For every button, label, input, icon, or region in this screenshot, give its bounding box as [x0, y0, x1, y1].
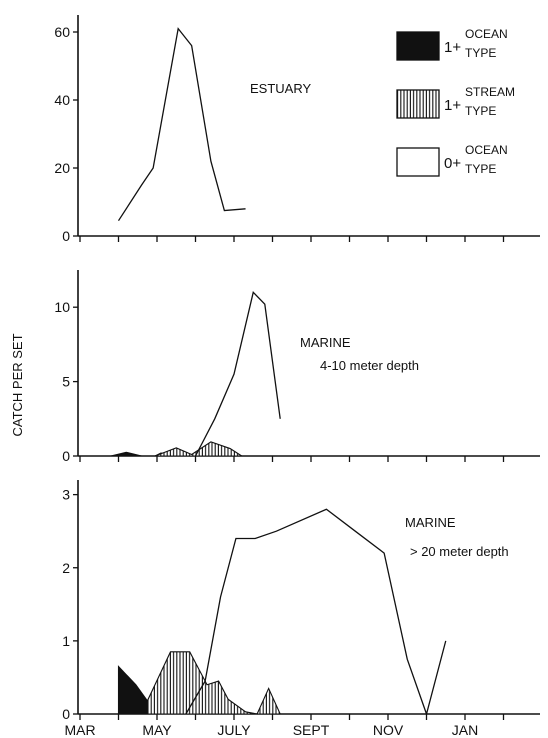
panel-annotation: 4-10 meter depth: [320, 358, 419, 373]
x-tick-label: MAY: [142, 722, 172, 738]
legend: 1+ OCEAN TYPE 1+ STREAM TYPE 0+ OCEAN TYPE: [396, 27, 515, 177]
y-tick-label: 0: [62, 448, 70, 464]
legend-line1: OCEAN: [465, 27, 508, 41]
x-tick-label: MAR: [64, 722, 95, 738]
legend-prefix: 1+: [444, 97, 461, 114]
x-tick-label: NOV: [373, 722, 404, 738]
x-tick-label: SEPT: [293, 722, 330, 738]
legend-swatch: [396, 89, 440, 119]
legend-line2: TYPE: [465, 162, 496, 176]
panel-annotation: ESTUARY: [250, 81, 311, 96]
panel-2: 0 5 10 MARINE 4-10 meter depth: [54, 270, 540, 464]
legend-prefix: 1+: [444, 39, 461, 56]
legend-item-ocean0: 0+ OCEAN TYPE: [396, 143, 508, 177]
legend-prefix: 0+: [444, 155, 461, 172]
y-tick-label: 20: [54, 160, 70, 176]
x-tick-label: JAN: [452, 722, 478, 738]
legend-item-stream1: 1+ STREAM TYPE: [396, 85, 515, 119]
series-stream1-area: [154, 441, 244, 457]
y-tick-label: 10: [54, 299, 70, 315]
panel-annotation: MARINE: [300, 335, 351, 350]
y-tick-label: 0: [62, 228, 70, 244]
y-tick-label: 40: [54, 92, 70, 108]
legend-line1: STREAM: [465, 85, 515, 99]
legend-swatch: [396, 31, 440, 61]
legend-line2: TYPE: [465, 46, 496, 60]
legend-line1: OCEAN: [465, 143, 508, 157]
y-tick-label: 0: [62, 706, 70, 722]
y-axis-label: CATCH PER SET: [10, 333, 25, 436]
x-tick-label: JULY: [217, 722, 251, 738]
series-ocean0-line: [185, 508, 447, 717]
y-tick-label: 2: [62, 560, 70, 576]
series-ocean0-line: [194, 291, 281, 457]
series-ocean0-line: [117, 27, 246, 222]
legend-swatch: [396, 147, 440, 177]
panel-3: 0 1 2 3 MARINE > 20 meter depth: [62, 480, 540, 722]
panel-1: 0 20 40 60 ESTUARY: [54, 15, 540, 244]
legend-line2: TYPE: [465, 104, 496, 118]
series-stream1-area: [146, 651, 292, 715]
y-tick-label: 1: [62, 633, 70, 649]
legend-item-ocean1: 1+ OCEAN TYPE: [396, 27, 508, 61]
y-tick-label: 5: [62, 374, 70, 390]
panel-annotation: > 20 meter depth: [410, 544, 509, 559]
y-tick-label: 3: [62, 487, 70, 503]
y-tick-label: 60: [54, 24, 70, 40]
panel-annotation: MARINE: [405, 515, 456, 530]
